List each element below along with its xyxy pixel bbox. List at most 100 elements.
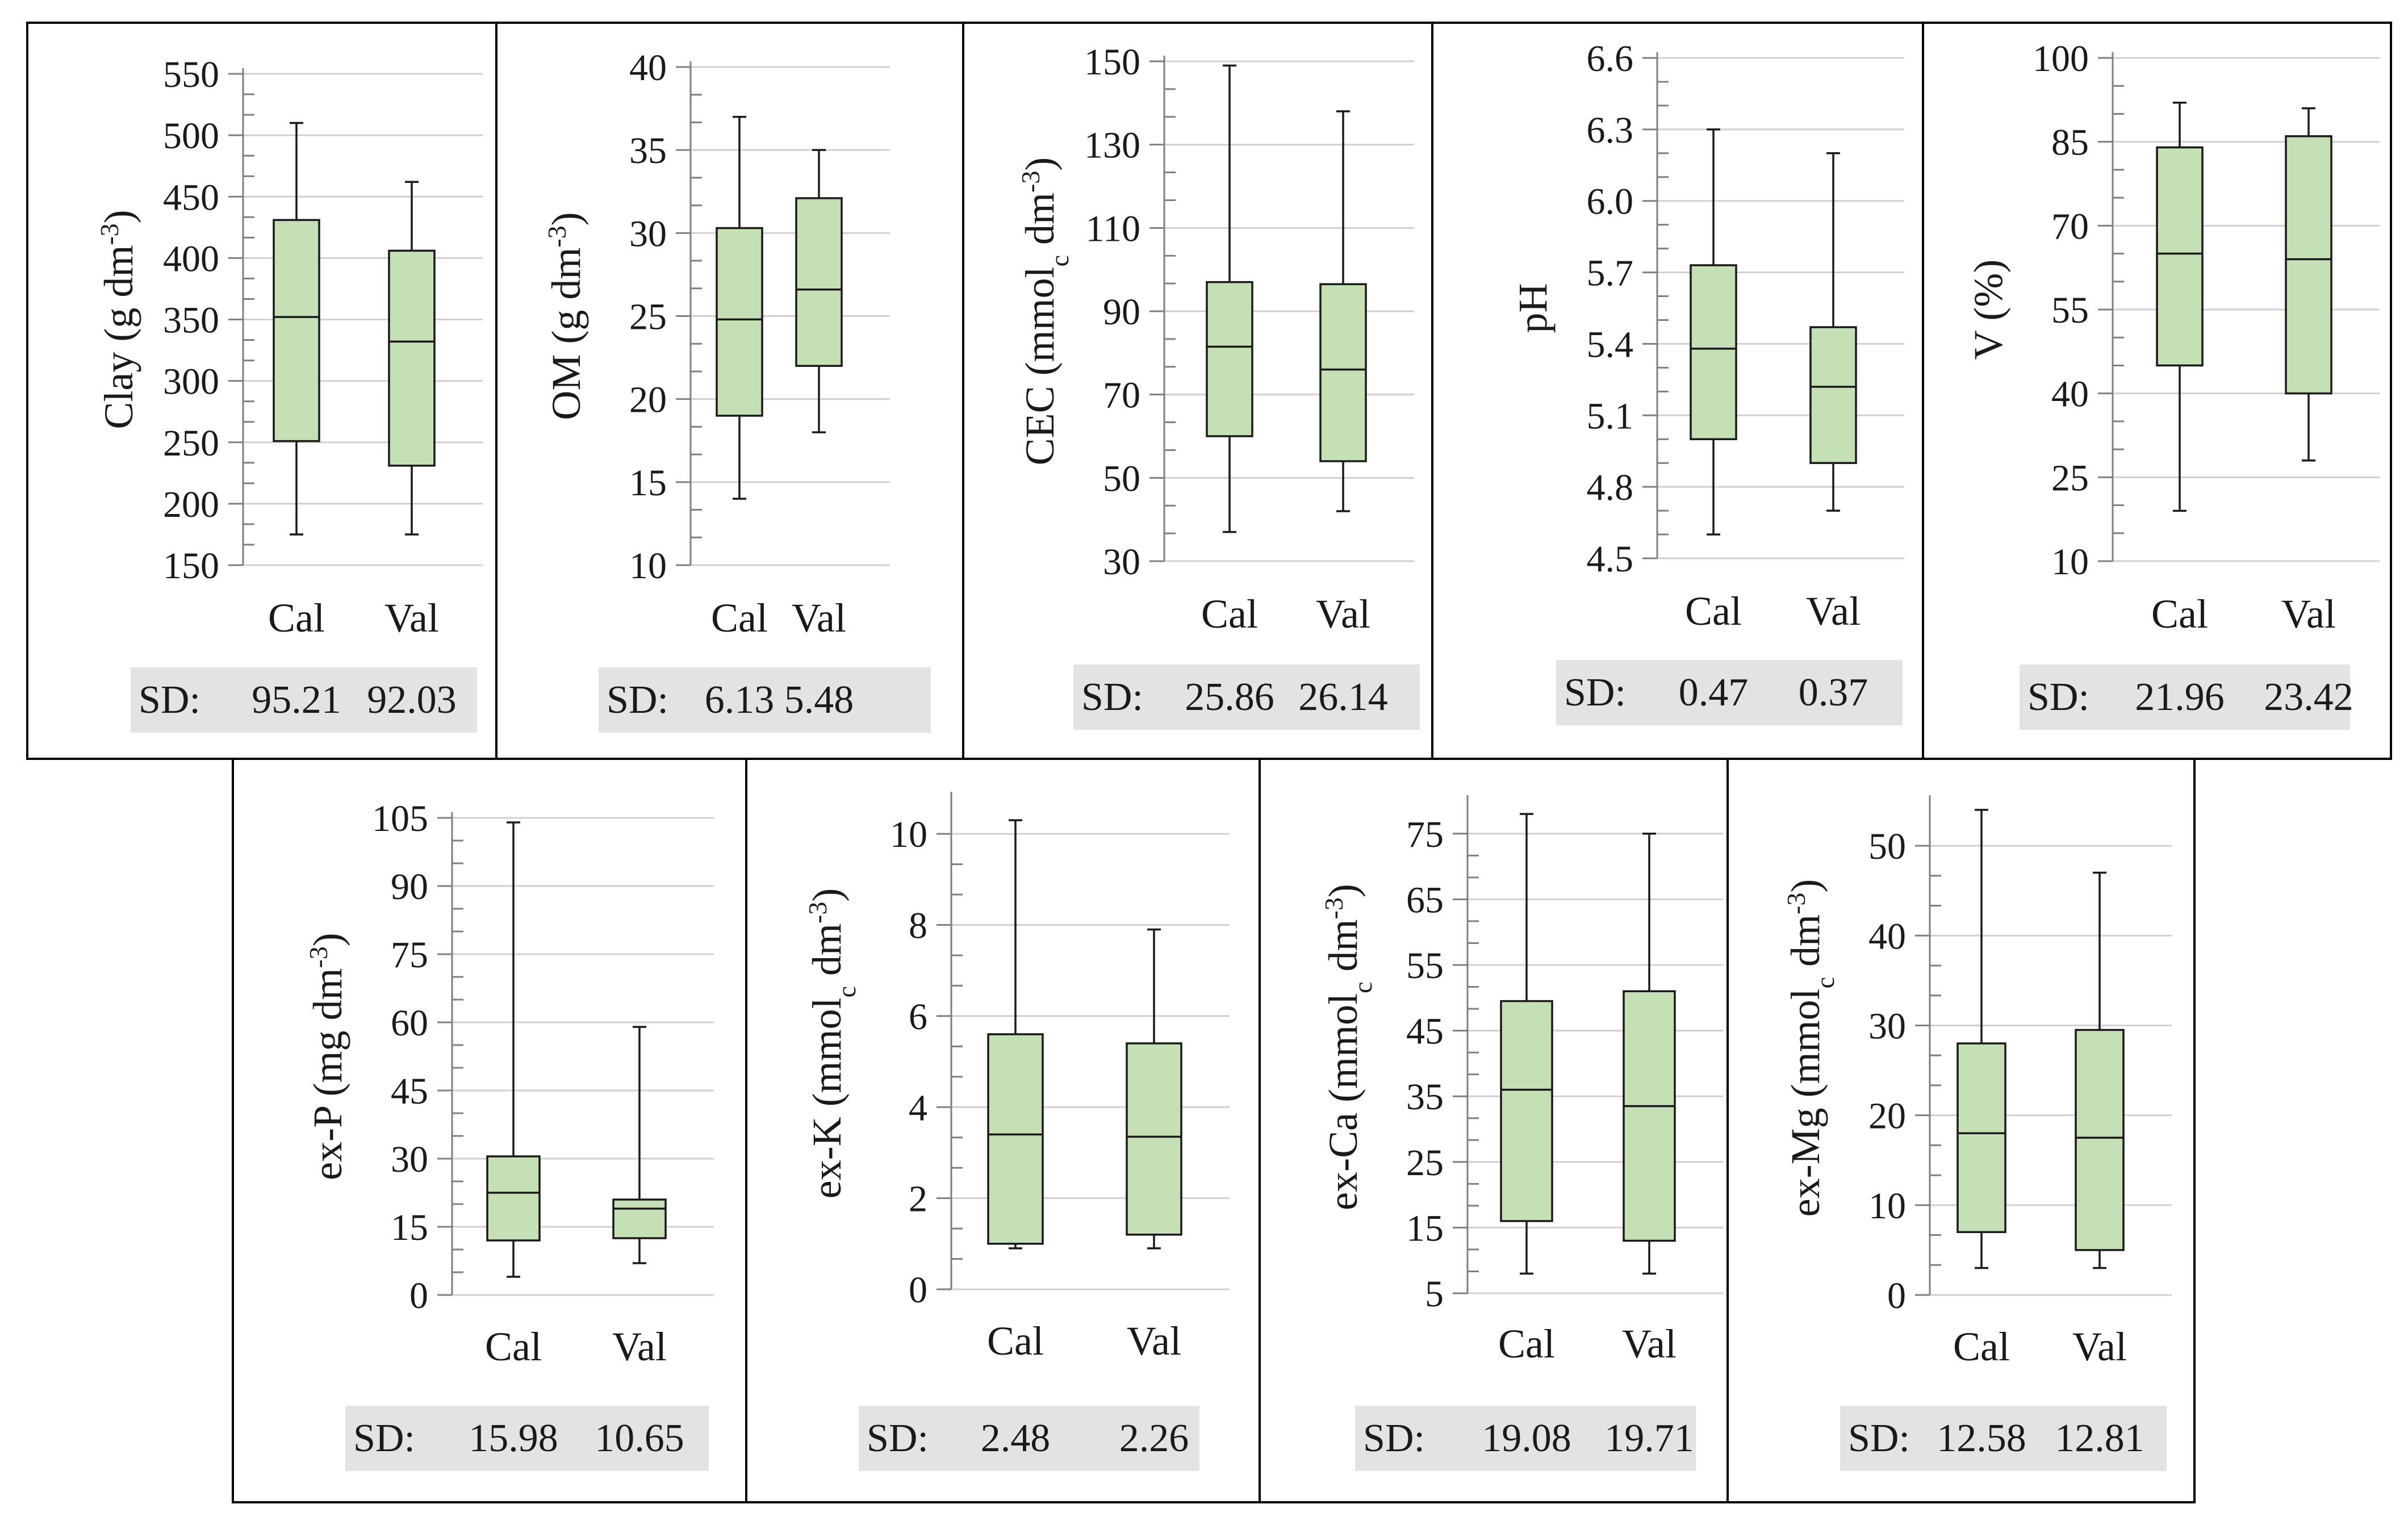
x-category-label: Val	[792, 595, 846, 641]
y-axis-label: ex-Ca (mmolc dm-3)	[1319, 884, 1377, 1210]
iqr-box	[486, 1155, 541, 1242]
y-tick-label: 6.0	[1587, 181, 1634, 223]
y-tick-label: 110	[1085, 208, 1140, 249]
x-category-label: Cal	[485, 1324, 542, 1369]
y-tick-label: 5.4	[1587, 324, 1634, 365]
y-tick-label: 150	[1084, 41, 1140, 83]
y-tick-label: 50	[1103, 458, 1140, 499]
iqr-box	[716, 227, 763, 417]
y-tick-label: 300	[163, 361, 219, 403]
y-tick-label: 200	[163, 484, 219, 525]
sd-strip: SD: 25.86 26.14	[1073, 665, 1420, 730]
box-cal	[1500, 813, 1553, 1275]
y-tick-label: 100	[2033, 38, 2089, 80]
y-axis-label: OM (g dm-3)	[542, 212, 590, 420]
y-tick-label: 20	[1868, 1096, 1906, 1137]
box-val	[795, 149, 843, 433]
y-tick-label: 4.8	[1587, 467, 1634, 508]
iqr-box	[1319, 283, 1367, 462]
y-tick-label: 75	[391, 934, 428, 976]
sd-value-cal: 12.58	[1937, 1417, 2026, 1460]
iqr-box	[2075, 1029, 2125, 1251]
x-category-label: Val	[2281, 591, 2336, 637]
panel-9: 0 10 20 30 40 50 ex-Mg (mmolc dm-3) Cal Val SD: 12…	[1726, 758, 2196, 1503]
box-val	[388, 181, 436, 536]
sd-strip: SD: 2.48 2.26	[859, 1406, 1199, 1471]
sd-value-val: 5.48	[784, 678, 854, 722]
y-tick-label: 4	[909, 1087, 927, 1129]
y-tick-label: 550	[163, 54, 219, 95]
x-category-label: Val	[1622, 1321, 1677, 1367]
x-category-label: Cal	[1498, 1321, 1555, 1367]
sd-background	[859, 1406, 1199, 1471]
sd-value-val: 10.65	[595, 1417, 684, 1460]
sd-value-val: 0.37	[1799, 671, 1868, 715]
y-tick-label: 10	[890, 814, 927, 855]
y-tick-label: 0	[1887, 1275, 1906, 1317]
iqr-box	[1126, 1042, 1182, 1236]
sd-background	[1840, 1406, 2167, 1471]
sd-strip: SD: 95.21 92.03	[131, 667, 477, 733]
sd-value-val: 2.26	[1119, 1417, 1189, 1460]
sd-label: SD:	[2027, 675, 2089, 719]
panel-4: 4.5 4.8 5.1 5.4 5.7 6.0 6.3 6.6 pH Cal Val SD: 0.47 0…	[1431, 22, 1924, 760]
box-cal	[1690, 128, 1737, 536]
y-tick-label: 50	[1868, 826, 1906, 867]
sd-value-cal: 25.86	[1185, 675, 1274, 719]
box-cal	[987, 819, 1044, 1250]
y-tick-label: 500	[163, 115, 219, 157]
x-category-label: Val	[2072, 1324, 2127, 1369]
sd-value-val: 23.42	[2264, 675, 2353, 719]
x-category-label: Cal	[268, 595, 325, 641]
sd-label: SD:	[1848, 1417, 1910, 1460]
box-cal	[486, 821, 541, 1278]
box-val	[612, 1026, 667, 1264]
panel-1: 150 200 250 300 350 400 450 500 550 Clay (g dm-3)…	[26, 22, 498, 760]
box-cal	[716, 115, 763, 500]
y-tick-label: 5.7	[1587, 253, 1634, 294]
iqr-box	[273, 219, 320, 442]
y-tick-label: 45	[1406, 1011, 1444, 1052]
y-tick-label: 30	[1103, 541, 1140, 583]
panel-frame	[1726, 758, 2196, 1503]
sd-value-val: 19.71	[1604, 1417, 1694, 1460]
sd-background	[599, 667, 931, 733]
x-category-label: Cal	[987, 1318, 1044, 1364]
y-tick-label: 30	[629, 213, 667, 254]
sd-value-cal: 95.21	[252, 678, 341, 722]
y-tick-label: 45	[391, 1071, 428, 1112]
y-tick-label: 5.1	[1587, 395, 1634, 437]
y-tick-label: 25	[1406, 1142, 1444, 1184]
sd-strip: SD: 19.08 19.71	[1355, 1406, 1696, 1471]
x-category-label: Cal	[1201, 591, 1258, 637]
y-tick-label: 40	[629, 47, 667, 89]
sd-value-val: 12.81	[2055, 1417, 2144, 1460]
panel-8: 5 15 25 35 45 55 65 75 ex-Ca (mmolc dm-3) Cal Val S…	[1259, 758, 1729, 1503]
y-tick-label: 90	[391, 866, 428, 908]
y-tick-label: 75	[1406, 814, 1444, 855]
y-tick-label: 25	[629, 296, 667, 338]
sd-label: SD:	[1564, 671, 1626, 715]
y-tick-label: 8	[909, 905, 927, 947]
iqr-box	[2156, 146, 2204, 367]
box-val	[1126, 928, 1182, 1250]
sd-background	[1073, 665, 1420, 730]
box-cal	[1956, 809, 2006, 1269]
y-tick-label: 90	[1103, 291, 1140, 333]
sd-value-val: 26.14	[1298, 675, 1388, 719]
y-tick-label: 4.5	[1587, 538, 1634, 580]
iqr-box	[1206, 281, 1253, 437]
sd-background	[1355, 1406, 1696, 1471]
y-axis-label: Clay (g dm-3)	[95, 210, 142, 429]
y-tick-label: 30	[391, 1139, 428, 1180]
box-val	[1319, 110, 1367, 512]
y-tick-label: 70	[1103, 375, 1140, 416]
iqr-box	[612, 1198, 667, 1239]
panel-5: 10 25 40 55 70 85 100 V (%) Cal Val SD: 21.96 23.42	[1922, 22, 2392, 760]
y-tick-label: 10	[2051, 541, 2089, 583]
box-val	[1623, 833, 1676, 1275]
y-tick-label: 6.3	[1587, 110, 1634, 151]
box-val	[1809, 152, 1857, 512]
y-axis-label: ex-P (mg dm-3)	[304, 933, 351, 1180]
